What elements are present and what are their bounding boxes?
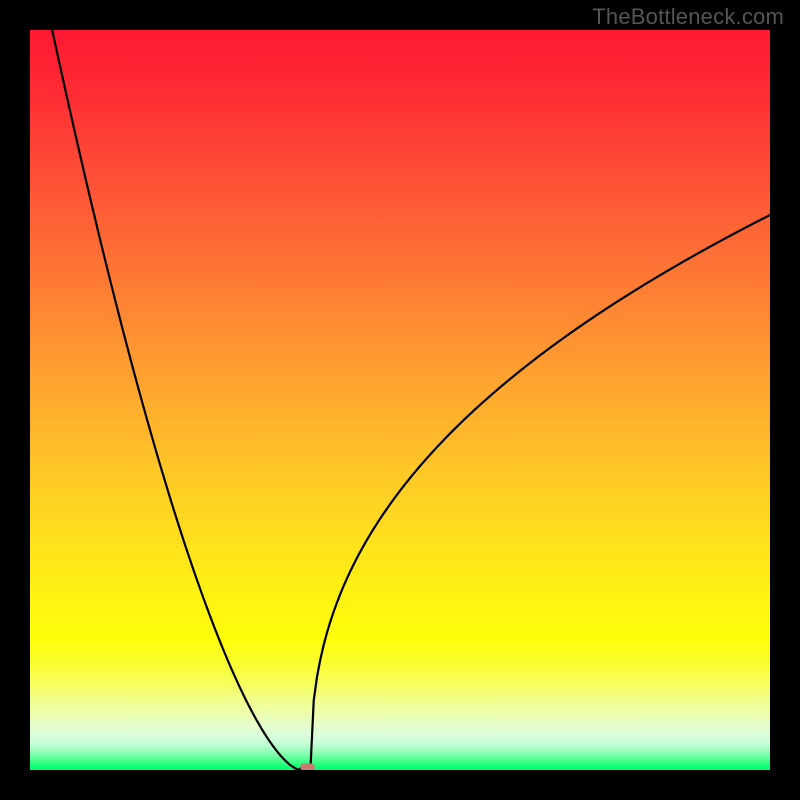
chart-plot-area	[30, 30, 770, 770]
optimum-marker	[300, 763, 315, 770]
bottleneck-curve-chart	[30, 30, 770, 770]
watermark-text: TheBottleneck.com	[592, 4, 784, 30]
